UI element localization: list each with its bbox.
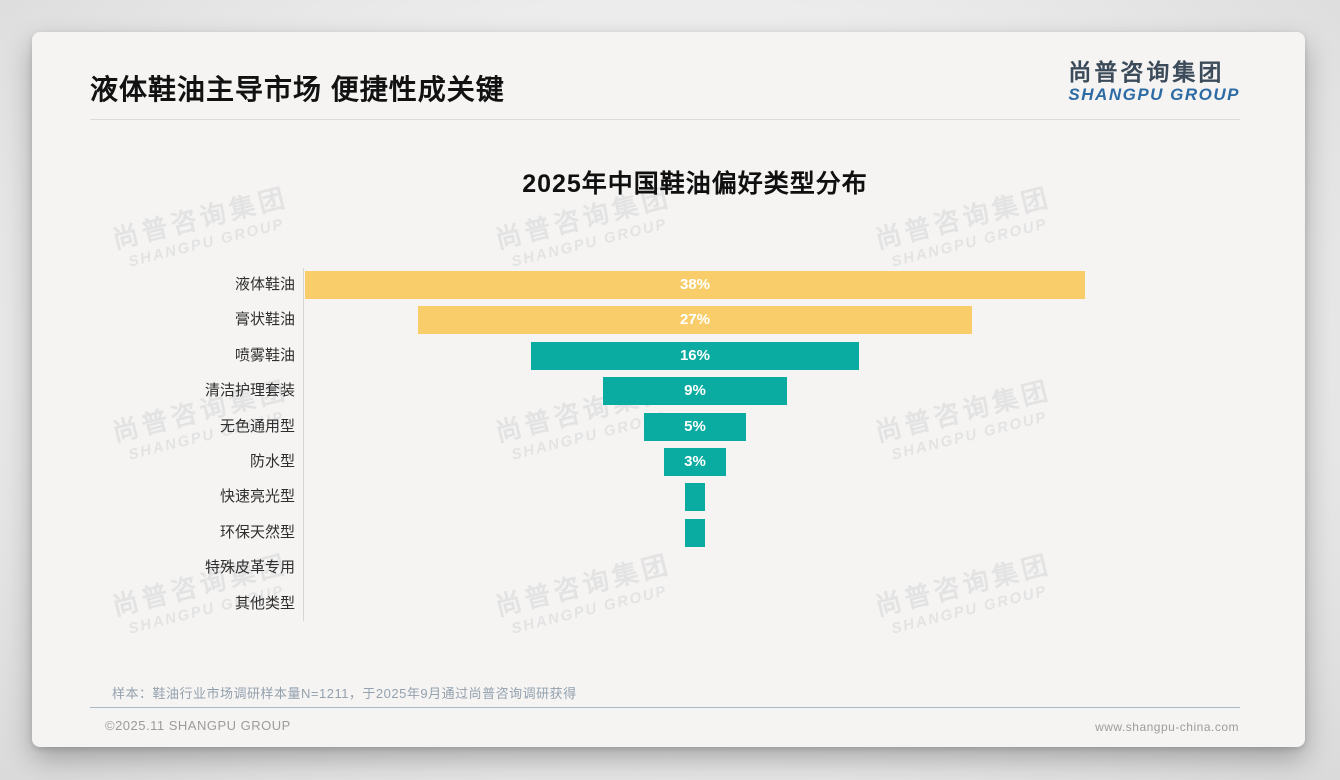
brand-watermark: 尚普咨询集团 SHANGPU GROUP (871, 544, 1059, 640)
header-divider (90, 119, 1240, 120)
watermark-en-text: SHANGPU GROUP (509, 582, 670, 638)
bar: 9% (602, 377, 788, 406)
bar: 3% (664, 448, 726, 476)
watermark-cn-text: 尚普咨询集团 (872, 548, 1055, 622)
brand-watermark: 尚普咨询集团 SHANGPU GROUP (108, 177, 296, 273)
bar (684, 483, 706, 512)
slide-card: 尚普咨询集团 SHANGPU GROUP 尚普咨询集团 SHANGPU GROUP 尚普… (32, 32, 1305, 747)
footer-copyright: ©2025.11 SHANGPU GROUP (105, 718, 291, 733)
watermark-en-text: SHANGPU GROUP (889, 215, 1050, 271)
category-label: 喷雾鞋油 (234, 346, 295, 364)
bar: 5% (643, 412, 747, 441)
category-label: 防水型 (249, 453, 295, 470)
footer-divider (90, 707, 1240, 708)
chart-title: 2025年中国鞋油偏好类型分布 (522, 170, 868, 198)
brand-logo-en: SHANGPU GROUP (1068, 85, 1240, 104)
category-label: 特殊皮革专用 (204, 559, 295, 577)
bar: 27% (417, 306, 973, 335)
sample-note: 样本：鞋油行业市场调研样本量N=1211，于2025年9月通过尚普咨询调研获得 (112, 686, 577, 701)
bar: 38% (305, 271, 1085, 299)
category-label: 环保天然型 (219, 523, 295, 541)
category-label: 清洁护理套装 (204, 382, 295, 400)
brand-watermark: 尚普咨询集团 SHANGPU GROUP (491, 544, 679, 640)
watermark-en-text: SHANGPU GROUP (126, 215, 287, 271)
category-label: 其他类型 (234, 594, 295, 612)
bar (684, 518, 706, 547)
footer-website: www.shangpu-china.com (1095, 720, 1239, 734)
watermark-cn-text: 尚普咨询集团 (109, 181, 292, 255)
watermark-cn-text: 尚普咨询集团 (872, 374, 1055, 448)
category-label: 快速亮光型 (219, 488, 295, 506)
watermark-en-text: SHANGPU GROUP (889, 408, 1050, 464)
category-label: 无色通用型 (219, 417, 295, 435)
category-label: 膏状鞋油 (234, 311, 295, 329)
brand-watermark: 尚普咨询集团 SHANGPU GROUP (871, 370, 1059, 466)
watermark-en-text: SHANGPU GROUP (889, 582, 1050, 638)
category-label: 液体鞋油 (234, 276, 295, 293)
page-title: 液体鞋油主导市场 便捷性成关键 (90, 74, 505, 105)
brand-logo: 尚普咨询集团 SHANGPU GROUP (1068, 59, 1240, 105)
chart-axis-line (303, 268, 304, 621)
bar: 16% (530, 341, 860, 370)
watermark-en-text: SHANGPU GROUP (509, 215, 670, 271)
watermark-cn-text: 尚普咨询集团 (492, 548, 675, 622)
brand-logo-cn: 尚普咨询集团 (1068, 59, 1225, 85)
